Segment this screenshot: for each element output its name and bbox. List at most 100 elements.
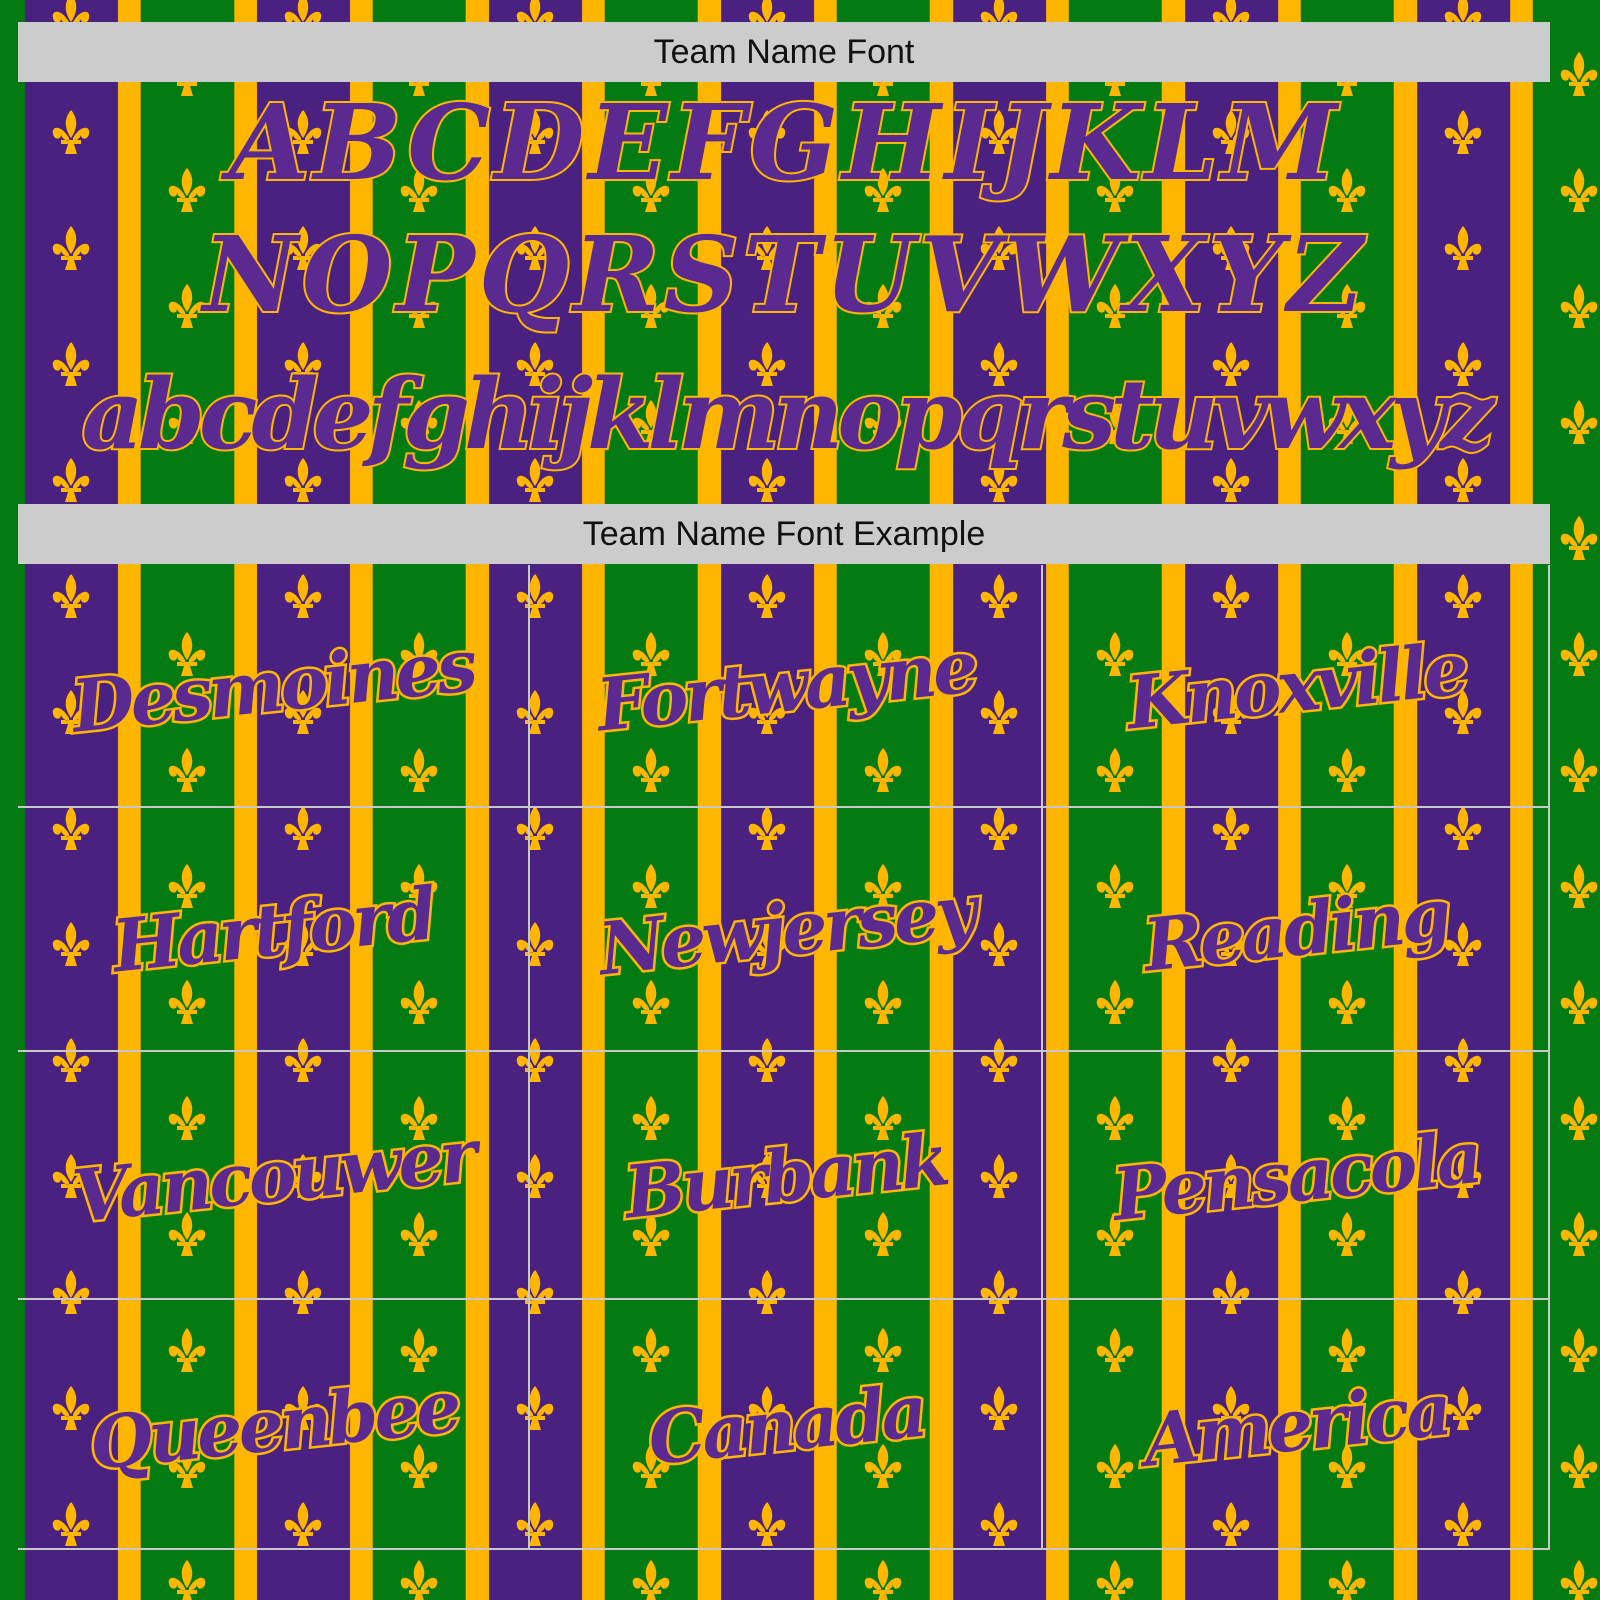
fleur-de-lis-icon xyxy=(52,806,90,850)
fleur-de-lis-icon xyxy=(980,0,1018,38)
fleur-de-lis-icon xyxy=(980,690,1018,734)
fleur-de-lis-icon xyxy=(52,1502,90,1546)
fleur-de-lis-icon xyxy=(516,806,554,850)
fleur-de-lis-icon xyxy=(1560,400,1598,444)
fleur-de-lis-icon xyxy=(980,458,1018,502)
fleur-de-lis-icon xyxy=(1560,1212,1598,1256)
fleur-de-lis-icon xyxy=(52,342,90,386)
fleur-de-lis-icon xyxy=(1328,1444,1366,1488)
fleur-de-lis-icon xyxy=(168,980,206,1024)
fleur-de-lis-icon xyxy=(1560,1096,1598,1140)
fleur-de-lis-icon xyxy=(748,1270,786,1314)
fleur-de-lis-icon xyxy=(1328,400,1366,444)
example-cell: Queenbee xyxy=(18,1300,530,1550)
fleur-de-lis-icon xyxy=(864,1212,902,1256)
fleur-de-lis-icon xyxy=(284,458,322,502)
lowercase-row: abcdefghijklmnopqrstuvwxyz xyxy=(80,358,1497,471)
example-text: Reading xyxy=(1137,868,1454,989)
example-text: Queenbee xyxy=(83,1360,464,1488)
fleur-de-lis-icon xyxy=(1212,110,1250,154)
example-cell: America xyxy=(1043,1300,1550,1550)
fleur-de-lis-icon xyxy=(1328,284,1366,328)
fleur-de-lis-icon xyxy=(1560,1444,1598,1488)
fleur-de-lis-icon xyxy=(400,1212,438,1256)
fleur-de-lis-icon xyxy=(980,226,1018,270)
fleur-de-lis-icon xyxy=(168,1560,206,1600)
fleur-de-lis-icon xyxy=(864,1096,902,1140)
fleur-de-lis-icon xyxy=(980,1038,1018,1082)
fleur-de-lis-icon xyxy=(1096,1212,1134,1256)
fleur-de-lis-icon xyxy=(1096,1560,1134,1600)
example-cell: Newjersey xyxy=(530,808,1043,1052)
fleur-de-lis-icon xyxy=(1328,864,1366,908)
fleur-de-lis-icon xyxy=(1560,1560,1598,1600)
fleur-de-lis-icon xyxy=(980,1270,1018,1314)
fleur-de-lis-icon xyxy=(284,342,322,386)
fleur-de-lis-icon xyxy=(52,1038,90,1082)
fleur-de-lis-icon xyxy=(1444,0,1482,38)
fleur-de-lis-icon xyxy=(284,690,322,734)
font-section-title: Team Name Font xyxy=(653,32,915,71)
fleur-de-lis-icon xyxy=(748,922,786,966)
fleur-de-lis-icon xyxy=(284,226,322,270)
fleur-de-lis-icon xyxy=(748,1502,786,1546)
fleur-de-lis-icon xyxy=(980,922,1018,966)
fleur-de-lis-icon xyxy=(1212,1154,1250,1198)
fleur-de-lis-icon xyxy=(52,110,90,154)
fleur-de-lis-icon xyxy=(864,1560,902,1600)
fleur-de-lis-icon xyxy=(516,458,554,502)
fleur-de-lis-icon xyxy=(400,748,438,792)
fleur-de-lis-icon xyxy=(748,0,786,38)
fleur-de-lis-icon xyxy=(1212,226,1250,270)
fleur-de-lis-icon xyxy=(864,400,902,444)
fleur-de-lis-icon xyxy=(864,1444,902,1488)
fleur-de-lis-icon xyxy=(1212,342,1250,386)
fleur-de-lis-icon xyxy=(1560,168,1598,212)
fleur-de-lis-icon xyxy=(1444,922,1482,966)
fleur-de-lis-icon xyxy=(1560,864,1598,908)
fleur-de-lis-icon xyxy=(1444,226,1482,270)
fleur-de-lis-icon xyxy=(168,168,206,212)
fleur-de-lis-icon xyxy=(284,0,322,38)
fleur-de-lis-icon xyxy=(1212,0,1250,38)
fleur-de-lis-icon xyxy=(516,1386,554,1430)
fleur-de-lis-icon xyxy=(1096,864,1134,908)
example-cell: Canada xyxy=(530,1300,1043,1550)
fleur-de-lis-icon xyxy=(1560,748,1598,792)
fleur-de-lis-icon xyxy=(1444,458,1482,502)
fleur-de-lis-icon xyxy=(864,284,902,328)
example-cell: Hartford xyxy=(18,808,530,1052)
fleur-de-lis-icon xyxy=(1444,1154,1482,1198)
fleur-de-lis-icon xyxy=(1212,458,1250,502)
fleur-de-lis-icon xyxy=(516,690,554,734)
fleur-de-lis-icon xyxy=(1328,1096,1366,1140)
fleur-de-lis-icon xyxy=(632,980,670,1024)
fleur-de-lis-icon xyxy=(632,864,670,908)
fleur-de-lis-icon xyxy=(516,1502,554,1546)
fleur-de-lis-icon xyxy=(52,226,90,270)
fleur-de-lis-icon xyxy=(1444,342,1482,386)
fleur-de-lis-icon xyxy=(52,1270,90,1314)
fleur-de-lis-icon xyxy=(1560,52,1598,96)
fleur-de-lis-icon xyxy=(400,1444,438,1488)
fleur-de-lis-icon xyxy=(1444,1270,1482,1314)
fleur-de-lis-icon xyxy=(284,1154,322,1198)
fleur-de-lis-icon xyxy=(748,806,786,850)
fleur-de-lis-icon xyxy=(632,1560,670,1600)
fleur-de-lis-icon xyxy=(1444,690,1482,734)
fleur-de-lis-icon xyxy=(864,1328,902,1372)
fleur-de-lis-icon xyxy=(1096,632,1134,676)
fleur-de-lis-icon xyxy=(1444,110,1482,154)
fleur-de-lis-icon xyxy=(632,632,670,676)
fleur-de-lis-icon xyxy=(52,0,90,38)
example-text: Canada xyxy=(641,1365,929,1483)
fleur-de-lis-icon xyxy=(980,806,1018,850)
fleur-de-lis-icon xyxy=(1096,400,1134,444)
example-text: Newjersey xyxy=(592,865,979,994)
fleur-de-lis-icon xyxy=(516,0,554,38)
example-text: America xyxy=(1137,1363,1455,1484)
fleur-de-lis-icon xyxy=(1212,922,1250,966)
fleur-de-lis-icon xyxy=(284,1386,322,1430)
fleur-de-lis-icon xyxy=(632,400,670,444)
fleur-de-lis-icon xyxy=(748,1386,786,1430)
